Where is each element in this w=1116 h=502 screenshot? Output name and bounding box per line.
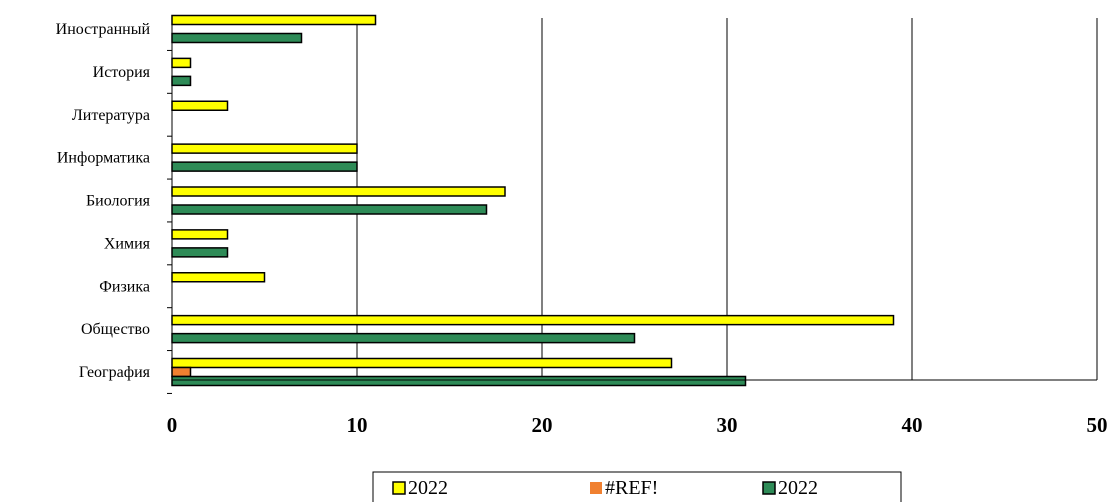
bar-1-4 [171,186,506,197]
legend-swatch-1 [392,481,406,495]
legend-label-2: #REF! [605,477,658,499]
category-label: Биология [86,193,151,210]
x-tick-label: 10 [347,413,368,437]
x-tick-label: 20 [532,413,553,437]
legend-swatch-3 [762,481,776,495]
bar-3-3 [171,247,229,258]
bar-3-7 [171,75,192,87]
bar-3-4 [171,204,488,215]
bar-1-5 [171,143,358,154]
category-label: Физика [99,278,150,295]
category-label: Литература [72,107,150,124]
x-tick-label: 50 [1087,413,1108,437]
legend-box [372,471,902,502]
category-label: История [93,64,151,81]
category-label: Иностранный [56,21,151,38]
bar-2-0 [171,366,192,378]
x-tick-label: 40 [902,413,923,437]
bar-3-0 [171,375,747,387]
legend-label-3: 2022 [778,477,818,499]
bar-1-3 [171,229,229,240]
bar-3-8 [171,32,303,44]
legend-swatch-2 [590,482,602,494]
legend-label-1: 2022 [408,477,448,499]
bar-1-6 [171,100,229,111]
bar-1-8 [171,14,377,26]
bar-1-0 [171,357,673,369]
category-label: География [79,364,151,381]
x-tick-label: 0 [167,413,178,437]
bar-1-7 [171,57,192,69]
bar-3-1 [171,332,636,344]
bar-1-1 [171,314,895,326]
bar-1-2 [171,272,266,283]
x-tick-label: 30 [717,413,738,437]
bar-3-5 [171,161,358,172]
category-label: Информатика [57,150,150,167]
category-label: Химия [104,235,151,252]
category-label: Общество [81,321,150,338]
